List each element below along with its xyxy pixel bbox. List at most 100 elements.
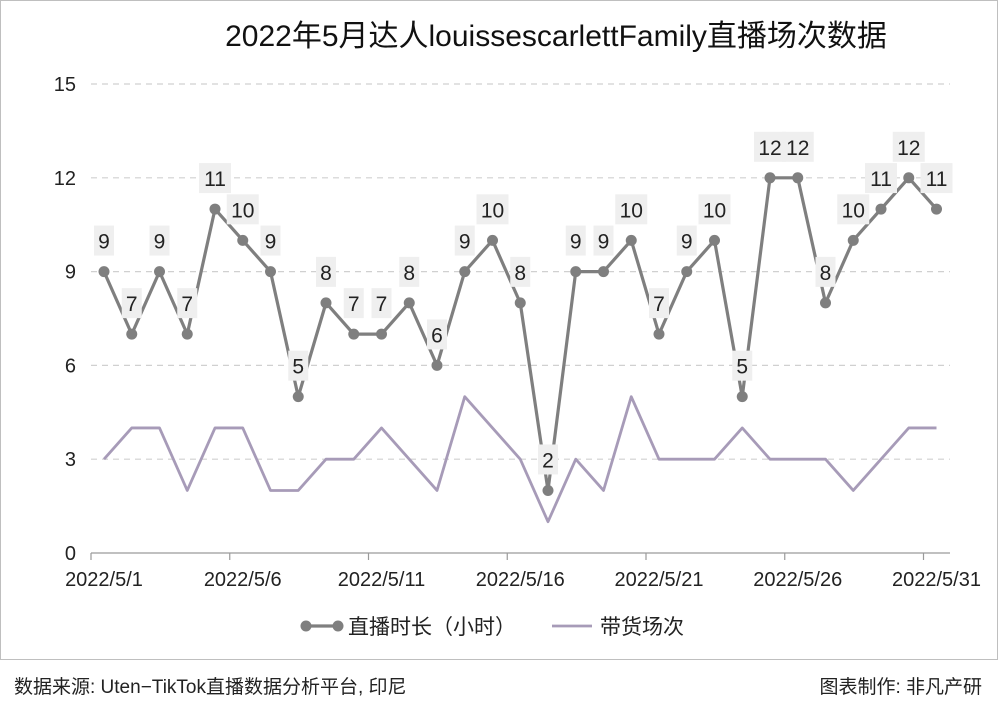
data-label: 9 [681,231,693,254]
y-tick-label: 15 [54,74,76,96]
x-tick-label: 2022/5/31 [892,569,981,591]
data-point [348,328,360,340]
data-label: 12 [758,137,781,160]
data-label: 2 [542,449,554,472]
legend-label-duration: 直播时长（小时） [348,616,516,639]
data-label-box [781,131,814,162]
chart-frame [0,0,998,660]
data-label: 7 [348,293,360,316]
data-label: 10 [842,199,865,222]
data-point [98,266,110,278]
data-label-box [121,288,142,319]
y-tick-label: 9 [65,262,76,284]
y-tick-label: 12 [54,168,76,190]
data-label-box [510,256,531,287]
data-point [376,328,387,340]
data-label-box [454,225,475,256]
data-point [681,266,693,278]
legend: 直播时长（小时） 带货场次 [300,616,684,639]
data-label: 10 [231,199,254,222]
data-label-box [565,225,586,256]
data-label-box [343,288,364,319]
data-point [514,297,526,309]
data-label-box [732,350,753,381]
series-line-sessions [102,395,937,524]
data-label: 9 [598,231,610,254]
data-label-box [754,131,786,162]
data-label-box [920,163,953,194]
x-tick-label: 2022/5/1 [65,569,143,591]
data-label-box [226,194,259,225]
data-point [709,234,720,246]
data-point [237,234,249,246]
data-point [403,297,415,309]
x-tick-label: 2022/5/26 [753,569,842,591]
y-tick-label: 6 [65,355,76,377]
data-point [209,203,221,215]
axes: 0 3 6 9 12 15 2022/5/1 2022/5/6 2022/5/11 2022/5/… [54,74,981,591]
data-label-box [149,225,170,256]
data-point [320,297,332,309]
data-point [487,234,498,246]
data-label: 8 [320,262,332,285]
data-point [181,328,193,340]
data-label-box [288,350,309,381]
data-label: 9 [570,231,582,254]
data-point [265,266,276,278]
data-point [126,328,138,340]
data-point [431,359,443,371]
data-label-box [260,225,281,256]
legend-label-sessions: 带货场次 [600,616,684,639]
data-label-box [865,163,897,194]
data-label-box [837,194,870,225]
data-point [542,484,554,496]
data-point [154,266,165,278]
data-point [903,172,915,184]
data-point [570,266,582,278]
data-point [598,266,609,278]
data-label-box [615,194,648,225]
data-point [764,172,776,184]
data-label-box [316,256,336,287]
data-point [931,203,942,215]
data-label-box [177,288,198,319]
data-label: 10 [481,199,504,222]
data-label: 7 [126,293,138,316]
legend-marker-duration [300,620,312,632]
data-label: 9 [459,231,471,254]
data-point [625,234,637,246]
data-label: 9 [265,231,277,254]
series-line-duration [102,176,938,493]
data-label-box [399,256,420,287]
x-tick-label: 2022/5/6 [204,569,282,591]
data-label-box [476,194,509,225]
data-label: 9 [98,231,110,254]
y-tick-label: 0 [65,543,76,565]
y-tick-label: 3 [65,449,76,471]
data-label: 9 [154,231,166,254]
data-label: 6 [431,324,443,347]
footer-credit: 图表制作: 非凡产研 [819,677,982,698]
data-point [653,328,665,340]
data-label: 12 [897,137,920,160]
data-point [736,391,748,403]
data-label: 11 [926,168,948,191]
data-label-box [371,288,392,319]
x-tick-label: 2022/5/21 [615,569,704,591]
data-label-box [199,163,231,194]
data-point [820,297,831,309]
data-label: 5 [292,356,304,379]
data-point [292,391,304,403]
data-label-box [593,225,614,256]
data-point [847,234,859,246]
data-label: 10 [620,199,643,222]
data-label-box [538,444,558,475]
data-label: 7 [181,293,193,316]
data-label: 7 [376,293,388,316]
data-label: 11 [204,168,226,191]
data-label: 11 [870,168,892,191]
data-label-box [94,225,114,256]
data-label-box [815,256,836,287]
data-label-box [676,225,697,256]
